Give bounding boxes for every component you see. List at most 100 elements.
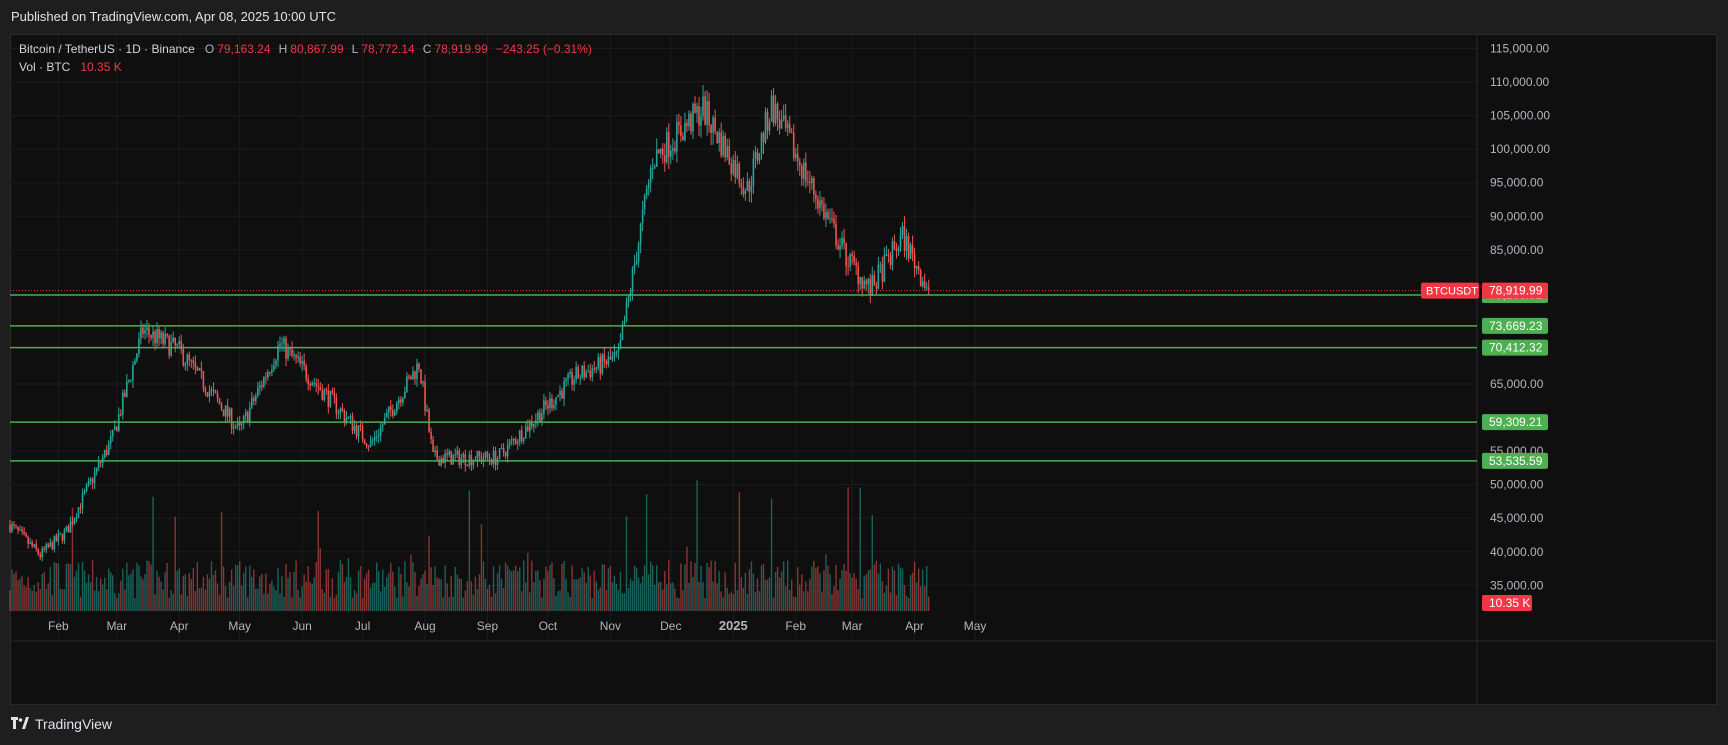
x-tick-label: Jul bbox=[355, 619, 370, 633]
candle-body bbox=[873, 274, 876, 286]
volume-bar bbox=[99, 578, 102, 611]
volume-bar bbox=[283, 596, 285, 611]
volume-bar bbox=[551, 562, 553, 611]
candle-body bbox=[690, 113, 692, 132]
volume-bar bbox=[243, 573, 245, 611]
candle-body bbox=[605, 361, 608, 365]
candle-body bbox=[635, 261, 638, 265]
volume-bar bbox=[833, 586, 835, 611]
volume-bar bbox=[696, 480, 698, 611]
symbol-title[interactable]: Bitcoin / TetherUS · 1D · Binance bbox=[19, 42, 195, 56]
level-price-tag[interactable] bbox=[1482, 339, 1548, 356]
candle-body bbox=[400, 399, 402, 403]
candle-body bbox=[126, 381, 128, 397]
candle-body bbox=[174, 337, 177, 346]
candle-body bbox=[317, 385, 320, 387]
candle-body bbox=[158, 329, 160, 339]
candle-body bbox=[120, 414, 122, 416]
volume-bar bbox=[740, 576, 743, 611]
candle-body bbox=[857, 265, 859, 284]
volume-bar bbox=[623, 593, 626, 611]
candle-body bbox=[140, 327, 142, 339]
volume-bar bbox=[341, 564, 344, 611]
volume-bar bbox=[581, 567, 583, 611]
candle-body bbox=[428, 409, 430, 432]
volume-bar bbox=[327, 568, 330, 611]
volume-bar bbox=[786, 560, 789, 611]
volume-bar bbox=[43, 571, 45, 611]
candle-body bbox=[655, 149, 658, 167]
candle-body bbox=[257, 387, 259, 396]
candle-body bbox=[142, 327, 144, 334]
volume-bar bbox=[917, 568, 920, 611]
candle-body bbox=[248, 407, 251, 422]
volume-bar bbox=[841, 570, 843, 611]
candle-body bbox=[849, 254, 851, 267]
volume-bar bbox=[525, 582, 527, 611]
volume-label[interactable]: Vol · BTC bbox=[19, 60, 71, 74]
volume-bar bbox=[200, 587, 203, 611]
candle-body bbox=[653, 166, 656, 168]
candle-body bbox=[907, 236, 910, 259]
tradingview-logo-icon[interactable] bbox=[11, 716, 29, 732]
candle-body bbox=[61, 533, 64, 541]
volume-bar bbox=[915, 582, 918, 611]
candle-body bbox=[714, 117, 716, 132]
volume-bar bbox=[9, 590, 11, 611]
volume-bar bbox=[245, 566, 247, 611]
volume-bar bbox=[484, 579, 487, 611]
candle-body bbox=[246, 412, 249, 422]
last-price-tag[interactable] bbox=[1482, 282, 1548, 299]
volume-bar bbox=[535, 571, 537, 611]
candle-body bbox=[885, 254, 888, 256]
last-volume-tag[interactable] bbox=[1482, 595, 1532, 611]
y-tick-label: 110,000.00 bbox=[1490, 75, 1549, 89]
candle-body bbox=[903, 226, 906, 252]
volume-bar bbox=[541, 597, 543, 611]
volume-bar bbox=[863, 576, 865, 611]
candle-body bbox=[349, 415, 352, 417]
volume-bar bbox=[788, 589, 791, 611]
candle-body bbox=[569, 372, 571, 374]
candle-body bbox=[756, 151, 759, 161]
candle-body bbox=[232, 427, 235, 429]
volume-bar bbox=[756, 578, 759, 611]
level-price-tag[interactable] bbox=[1482, 317, 1548, 334]
candle-body bbox=[25, 533, 27, 537]
volume-bar bbox=[249, 565, 251, 611]
volume-bar bbox=[144, 574, 146, 611]
candle-body bbox=[87, 480, 90, 486]
y-tick-label: 90,000.00 bbox=[1490, 209, 1544, 223]
volume-bar bbox=[795, 596, 797, 611]
candle-body bbox=[285, 338, 287, 359]
footer-brand[interactable]: TradingView bbox=[35, 716, 113, 732]
volume-bar bbox=[194, 590, 197, 611]
volume-bar bbox=[589, 575, 591, 611]
candle-body bbox=[750, 185, 753, 192]
symbol-tag[interactable] bbox=[1421, 282, 1479, 299]
volume-bar bbox=[571, 565, 573, 611]
volume-value: 10.35 K bbox=[80, 60, 122, 74]
candle-body bbox=[325, 389, 328, 391]
candle-body bbox=[73, 518, 76, 524]
volume-bar bbox=[710, 560, 712, 611]
published-info: Published on TradingView.com, Apr 08, 20… bbox=[11, 9, 336, 24]
candle-body bbox=[764, 111, 767, 143]
candle-body bbox=[861, 277, 864, 289]
y-tick-label: 65,000.00 bbox=[1490, 377, 1544, 391]
volume-bar bbox=[118, 593, 120, 611]
candle-body bbox=[851, 254, 853, 256]
volume-bar bbox=[811, 566, 813, 611]
volume-bar bbox=[911, 572, 914, 611]
candle-body bbox=[476, 450, 479, 462]
volume-bar bbox=[452, 596, 454, 611]
volume-bar bbox=[887, 568, 890, 611]
candle-body bbox=[335, 397, 338, 414]
candle-body bbox=[236, 421, 239, 427]
candle-body bbox=[85, 485, 88, 491]
candle-body bbox=[43, 548, 46, 550]
level-price-tag[interactable] bbox=[1482, 452, 1548, 469]
level-price-tag[interactable] bbox=[1482, 414, 1548, 431]
volume-bar bbox=[406, 582, 408, 611]
